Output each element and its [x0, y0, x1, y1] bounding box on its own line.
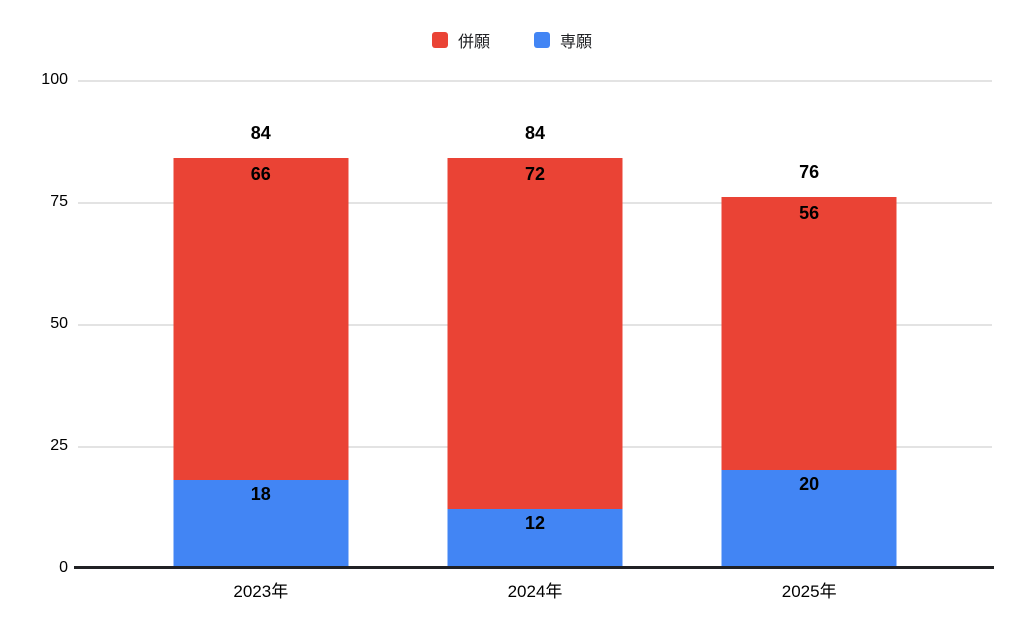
- plot-area: 0 25 50 75 100 66 18 84 72 12 84 56 20 76 2023年 2024年…: [41, 71, 994, 601]
- segment-heigan-2024年[interactable]: 72: [447, 158, 623, 510]
- x-tick-label-2025年: 2025年: [781, 582, 837, 601]
- y-tick-label-100: 100: [41, 71, 68, 88]
- y-tick-label-75: 75: [50, 193, 68, 210]
- segment-value-sengan-2023年: 18: [250, 484, 271, 505]
- total-label-2024年: 84: [524, 123, 546, 144]
- bar-2023年[interactable]: 66 18: [173, 158, 349, 568]
- segment-sengan-2024年[interactable]: 12: [447, 509, 623, 568]
- x-axis-line: [74, 566, 994, 569]
- segment-value-heigan-2024年: 72: [524, 164, 546, 185]
- segment-sengan-2023年[interactable]: 18: [173, 480, 349, 568]
- legend-label-heigan: 併願: [457, 34, 490, 51]
- y-tick-label-50: 50: [50, 315, 68, 332]
- segment-value-heigan-2023年: 66: [250, 164, 271, 185]
- y-tick-label-0: 0: [59, 559, 68, 576]
- bar-2024年[interactable]: 72 12: [447, 158, 623, 568]
- legend-item-sengan[interactable]: 専願: [534, 28, 592, 52]
- segment-value-sengan-2025年: 20: [799, 474, 820, 495]
- bar-2025年[interactable]: 56 20: [721, 197, 897, 568]
- segment-heigan-2025年[interactable]: 56: [721, 197, 897, 471]
- x-tick-label-2023年: 2023年: [233, 582, 289, 601]
- legend-label-sengan: 専願: [560, 34, 593, 51]
- segment-sengan-2025年[interactable]: 20: [721, 470, 897, 568]
- heigan-color-swatch: [431, 32, 448, 48]
- gridline-100: [78, 80, 992, 82]
- x-tick-label-2024年: 2024年: [507, 582, 563, 601]
- total-label-2025年: 76: [799, 162, 820, 183]
- segment-heigan-2023年[interactable]: 66: [173, 158, 349, 481]
- y-tick-label-25: 25: [50, 437, 68, 454]
- sengan-color-swatch: [534, 32, 550, 48]
- legend-item-heigan[interactable]: 併願: [431, 28, 490, 52]
- chart-legend: 併願 専願: [0, 28, 1024, 52]
- segment-value-heigan-2025年: 56: [799, 203, 820, 224]
- segment-value-sengan-2024年: 12: [524, 513, 546, 534]
- total-label-2023年: 84: [250, 123, 271, 144]
